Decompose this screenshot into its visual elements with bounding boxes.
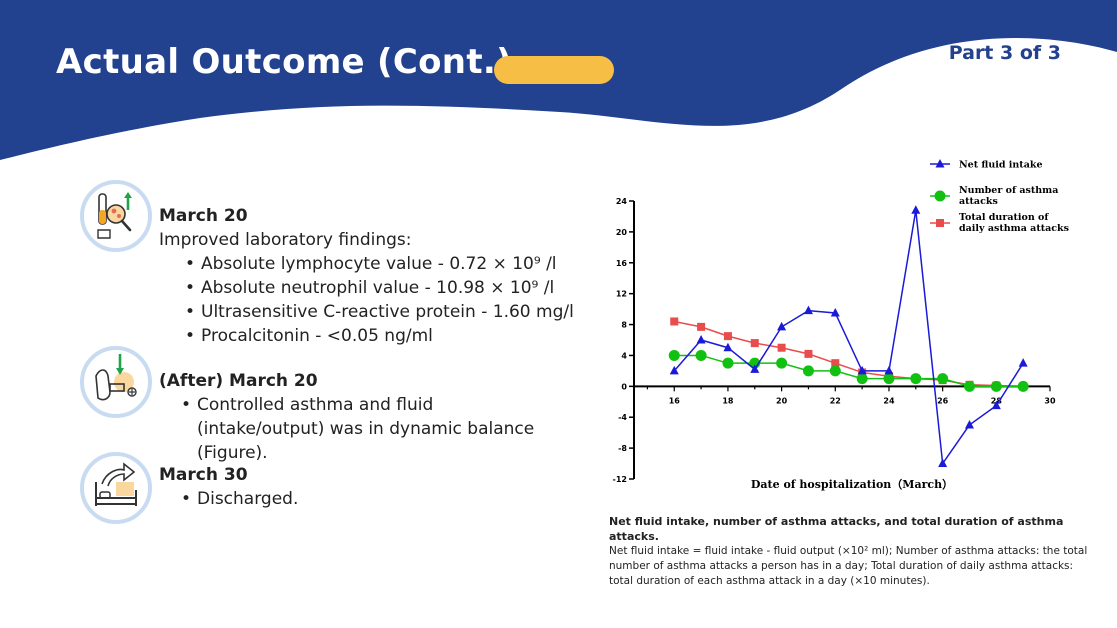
x-tick-label: 30 [1044, 396, 1056, 405]
data-point-triangle [857, 365, 867, 375]
data-point-circle [910, 373, 922, 385]
event-date: March 20 [159, 206, 248, 226]
caption-title: Net fluid intake, number of asthma attac… [609, 515, 1064, 543]
data-point-square [697, 322, 706, 331]
data-point-triangle [938, 458, 948, 468]
x-tick-label: 28 [991, 396, 1003, 405]
data-point-circle [668, 349, 680, 361]
data-point-circle [883, 373, 895, 385]
event-date: (After) March 20 [159, 371, 318, 391]
data-point-triangle [911, 205, 921, 214]
data-point-circle [856, 373, 868, 385]
legend-label: daily asthma attacks [959, 223, 1069, 234]
y-tick-label: 24 [616, 197, 628, 206]
inhaler-hand-icon [80, 346, 152, 418]
y-tick-label: -12 [613, 475, 627, 484]
x-tick-label: 16 [669, 396, 681, 405]
x-axis-label: Date of hospitalization（March） [751, 478, 953, 491]
list-item: Controlled asthma and fluid (intake/outp… [181, 393, 561, 465]
lab-test-icon [80, 180, 152, 252]
title-accent-pill [494, 56, 614, 84]
series-line-square [674, 320, 1024, 388]
data-point-square [777, 343, 786, 352]
data-point-triangle [884, 365, 894, 375]
legend-marker-square [936, 219, 944, 227]
y-tick-label: -4 [618, 413, 627, 422]
data-point-circle [722, 357, 734, 369]
event-march-30: March 30 Discharged. [159, 463, 298, 511]
data-point-triangle [669, 365, 679, 375]
data-point-triangle [830, 307, 840, 317]
y-tick-label: 16 [616, 259, 628, 268]
data-point-triangle [803, 305, 813, 315]
y-tick-label: 12 [616, 290, 627, 299]
chart-svg: -12 -8 -4 0 4 8 12 16 20 24 16 18 20 22 24 26 28 30 Date o… [613, 159, 1069, 491]
event-bullets: Controlled asthma and fluid (intake/outp… [159, 393, 561, 465]
data-point-circle [776, 357, 788, 369]
x-tick-label: 26 [937, 396, 949, 405]
event-march-20: March 20 Improved laboratory findings: A… [159, 204, 574, 348]
legend-marker-circle [934, 190, 946, 202]
data-point-triangle [991, 400, 1001, 410]
legend-label: attacks [959, 196, 998, 207]
hospital-bed-discharge-icon [80, 452, 152, 524]
x-tick-label: 24 [883, 396, 895, 405]
data-point-triangle [696, 335, 706, 344]
legend-marker-triangle [935, 159, 945, 168]
data-point-triangle [777, 321, 787, 331]
list-item: Ultrasensitive C-reactive protein - 1.60… [185, 300, 574, 324]
y-tick-label: 20 [616, 228, 628, 237]
y-tick-label: 8 [621, 321, 627, 330]
lab-findings-list: Absolute lymphocyte value - 0.72 × 10⁹ /… [159, 252, 574, 348]
data-point-circle [829, 365, 841, 377]
list-item: Absolute lymphocyte value - 0.72 × 10⁹ /… [185, 252, 574, 276]
data-point-triangle [723, 342, 733, 352]
data-point-circle [695, 349, 707, 361]
data-point-square [831, 359, 840, 368]
y-tick-label: 4 [621, 351, 627, 360]
fluid-asthma-chart: -12 -8 -4 0 4 8 12 16 20 24 16 18 20 22 24 26 28 30 Date o… [600, 150, 1070, 504]
figure-caption: Net fluid intake, number of asthma attac… [609, 514, 1089, 589]
data-point-circle [990, 380, 1002, 392]
y-tick-label: -8 [618, 444, 627, 453]
legend-label: Number of asthma [959, 185, 1058, 196]
x-tick-label: 20 [776, 396, 788, 405]
data-point-circle [1017, 380, 1029, 392]
data-point-circle [963, 380, 975, 392]
data-point-circle [802, 365, 814, 377]
series-line-triangle [673, 210, 1024, 466]
list-item: Absolute neutrophil value - 10.98 × 10⁹ … [185, 276, 574, 300]
event-bullets: Discharged. [159, 487, 298, 511]
part-indicator: Part 3 of 3 [948, 42, 1061, 64]
event-after-march-20: (After) March 20 Controlled asthma and f… [159, 369, 561, 465]
caption-body: Net fluid intake = fluid intake - fluid … [609, 545, 1088, 587]
list-item: Procalcitonin - <0.05 ng/ml [185, 324, 574, 348]
event-intro: Improved laboratory findings: [159, 230, 412, 250]
list-item: Discharged. [181, 487, 298, 511]
data-point-triangle [1018, 358, 1028, 367]
page-title: Actual Outcome (Cont.) [56, 42, 512, 82]
x-tick-label: 22 [830, 396, 841, 405]
event-date: March 30 [159, 465, 248, 485]
data-point-circle [937, 373, 949, 385]
legend-label: Total duration of [959, 212, 1049, 223]
data-point-triangle [750, 364, 760, 373]
data-point-triangle [964, 419, 974, 429]
legend-label: Net fluid intake [959, 160, 1042, 171]
data-point-square [750, 339, 759, 348]
data-point-square [723, 332, 732, 341]
y-tick-label: 0 [621, 382, 627, 391]
data-point-square [804, 349, 813, 358]
data-point-square [670, 317, 679, 326]
x-tick-label: 18 [722, 396, 734, 405]
